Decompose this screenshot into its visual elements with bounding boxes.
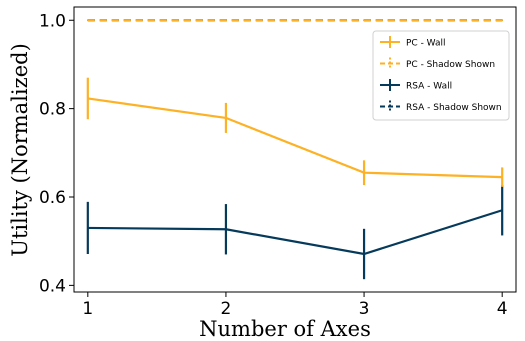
y-tick-label: 0.8 [39,100,66,120]
data-point [87,227,89,229]
data-point [87,19,89,22]
x-axis-title: Number of Axes [199,317,371,341]
data-point [225,19,227,22]
y-tick-label: 1.0 [39,11,66,31]
y-tick-label: 0.6 [39,188,66,208]
data-point [363,253,365,255]
y-axis: 0.4 0.6 0.8 1.0 [39,11,74,296]
data-point [363,171,365,174]
x-tick-label: 4 [497,299,508,319]
series-line [87,209,503,256]
legend-label: PC - Wall [406,39,446,49]
x-tick-label: 3 [359,299,370,319]
plot-area: 1 2 3 4 0.4 0.6 0.8 1.0 [39,6,517,319]
series-line [87,97,503,179]
series-rsa-wall [86,185,504,280]
legend: PC - Wall PC - Shadow Shown RSA - Wall RSA … [372,30,510,121]
legend-box [372,30,510,121]
data-point [363,19,365,22]
data-point [225,117,227,119]
axes-frame [73,6,517,293]
legend-label: PC - Shadow Shown [406,60,495,70]
legend-label: RSA - Shadow Shown [406,103,502,113]
data-point [501,19,503,22]
x-tick-label: 2 [221,299,232,319]
x-tick-label: 1 [82,299,93,319]
y-axis-title: Utility (Normalized) [8,43,32,257]
series-pc-wall [86,77,504,187]
legend-label: RSA - Wall [406,82,452,92]
x-axis: 1 2 3 4 [82,292,508,319]
series-layer [86,19,504,280]
y-tick-label: 0.4 [39,276,66,296]
data-point [87,97,89,100]
data-point [225,228,227,231]
series-pc-shadow-shown [87,19,503,22]
data-point [501,176,503,178]
data-point [501,209,503,212]
